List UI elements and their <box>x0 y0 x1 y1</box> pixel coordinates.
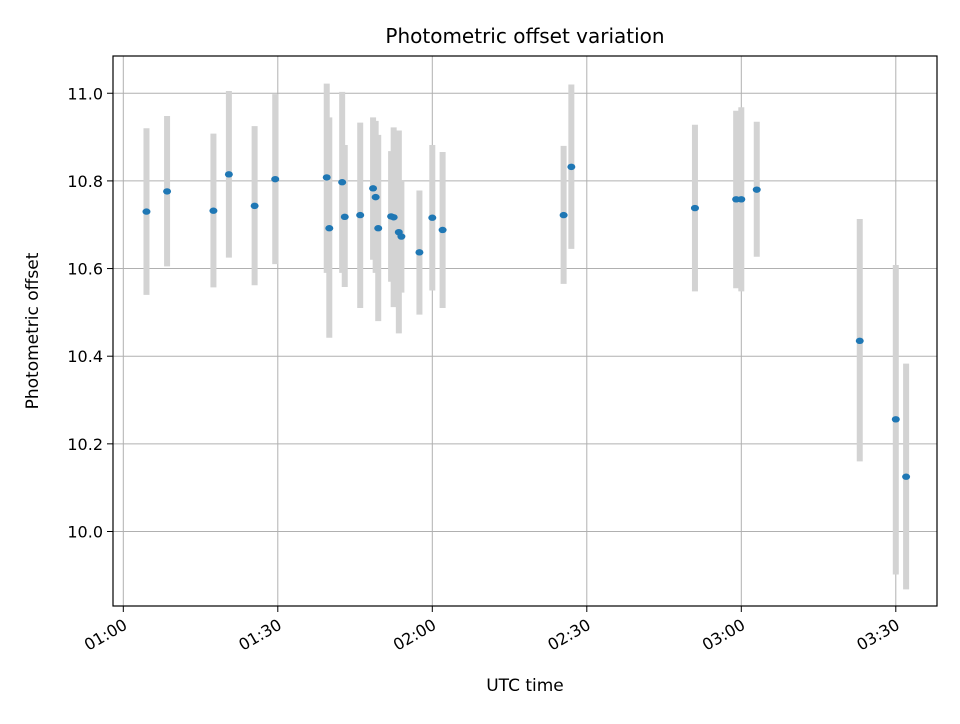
data-points <box>142 163 911 480</box>
plot-frame <box>112 55 938 607</box>
data-point <box>891 416 900 423</box>
data-point <box>224 171 233 178</box>
y-axis: 10.0 10.2 10.4 10.6 10.8 11.0 <box>67 84 113 541</box>
data-point <box>338 179 347 186</box>
data-point <box>250 202 259 210</box>
chart-title: Photometric offset variation <box>385 24 664 48</box>
data-point <box>389 214 398 221</box>
data-point <box>559 211 568 219</box>
data-point <box>438 226 447 234</box>
y-axis-label: Photometric offset <box>23 252 43 409</box>
data-point <box>340 213 349 221</box>
y-tick-label: 10.4 <box>67 347 103 366</box>
y-tick-label: 10.0 <box>67 522 103 541</box>
data-point <box>142 208 151 215</box>
data-point <box>209 207 218 214</box>
y-tick-label: 10.2 <box>67 435 103 454</box>
data-point <box>737 196 746 203</box>
data-point <box>690 204 699 212</box>
data-point <box>855 337 864 345</box>
data-point <box>369 185 378 192</box>
data-point <box>356 211 365 219</box>
data-point <box>428 214 437 221</box>
data-point <box>752 186 761 193</box>
data-point <box>163 188 172 195</box>
data-point <box>415 249 424 256</box>
data-point <box>325 225 334 232</box>
data-point <box>374 225 383 232</box>
data-point <box>322 174 331 181</box>
x-axis-label: UTC time <box>486 676 564 696</box>
data-point <box>271 175 280 183</box>
data-point <box>371 193 380 201</box>
data-point <box>397 233 406 240</box>
y-tick-label: 10.8 <box>67 172 103 191</box>
data-point <box>902 473 911 480</box>
y-tick-label: 10.6 <box>67 260 103 279</box>
data-point <box>567 163 576 171</box>
y-tick-label: 11.0 <box>67 84 103 103</box>
plot-background <box>113 56 937 606</box>
